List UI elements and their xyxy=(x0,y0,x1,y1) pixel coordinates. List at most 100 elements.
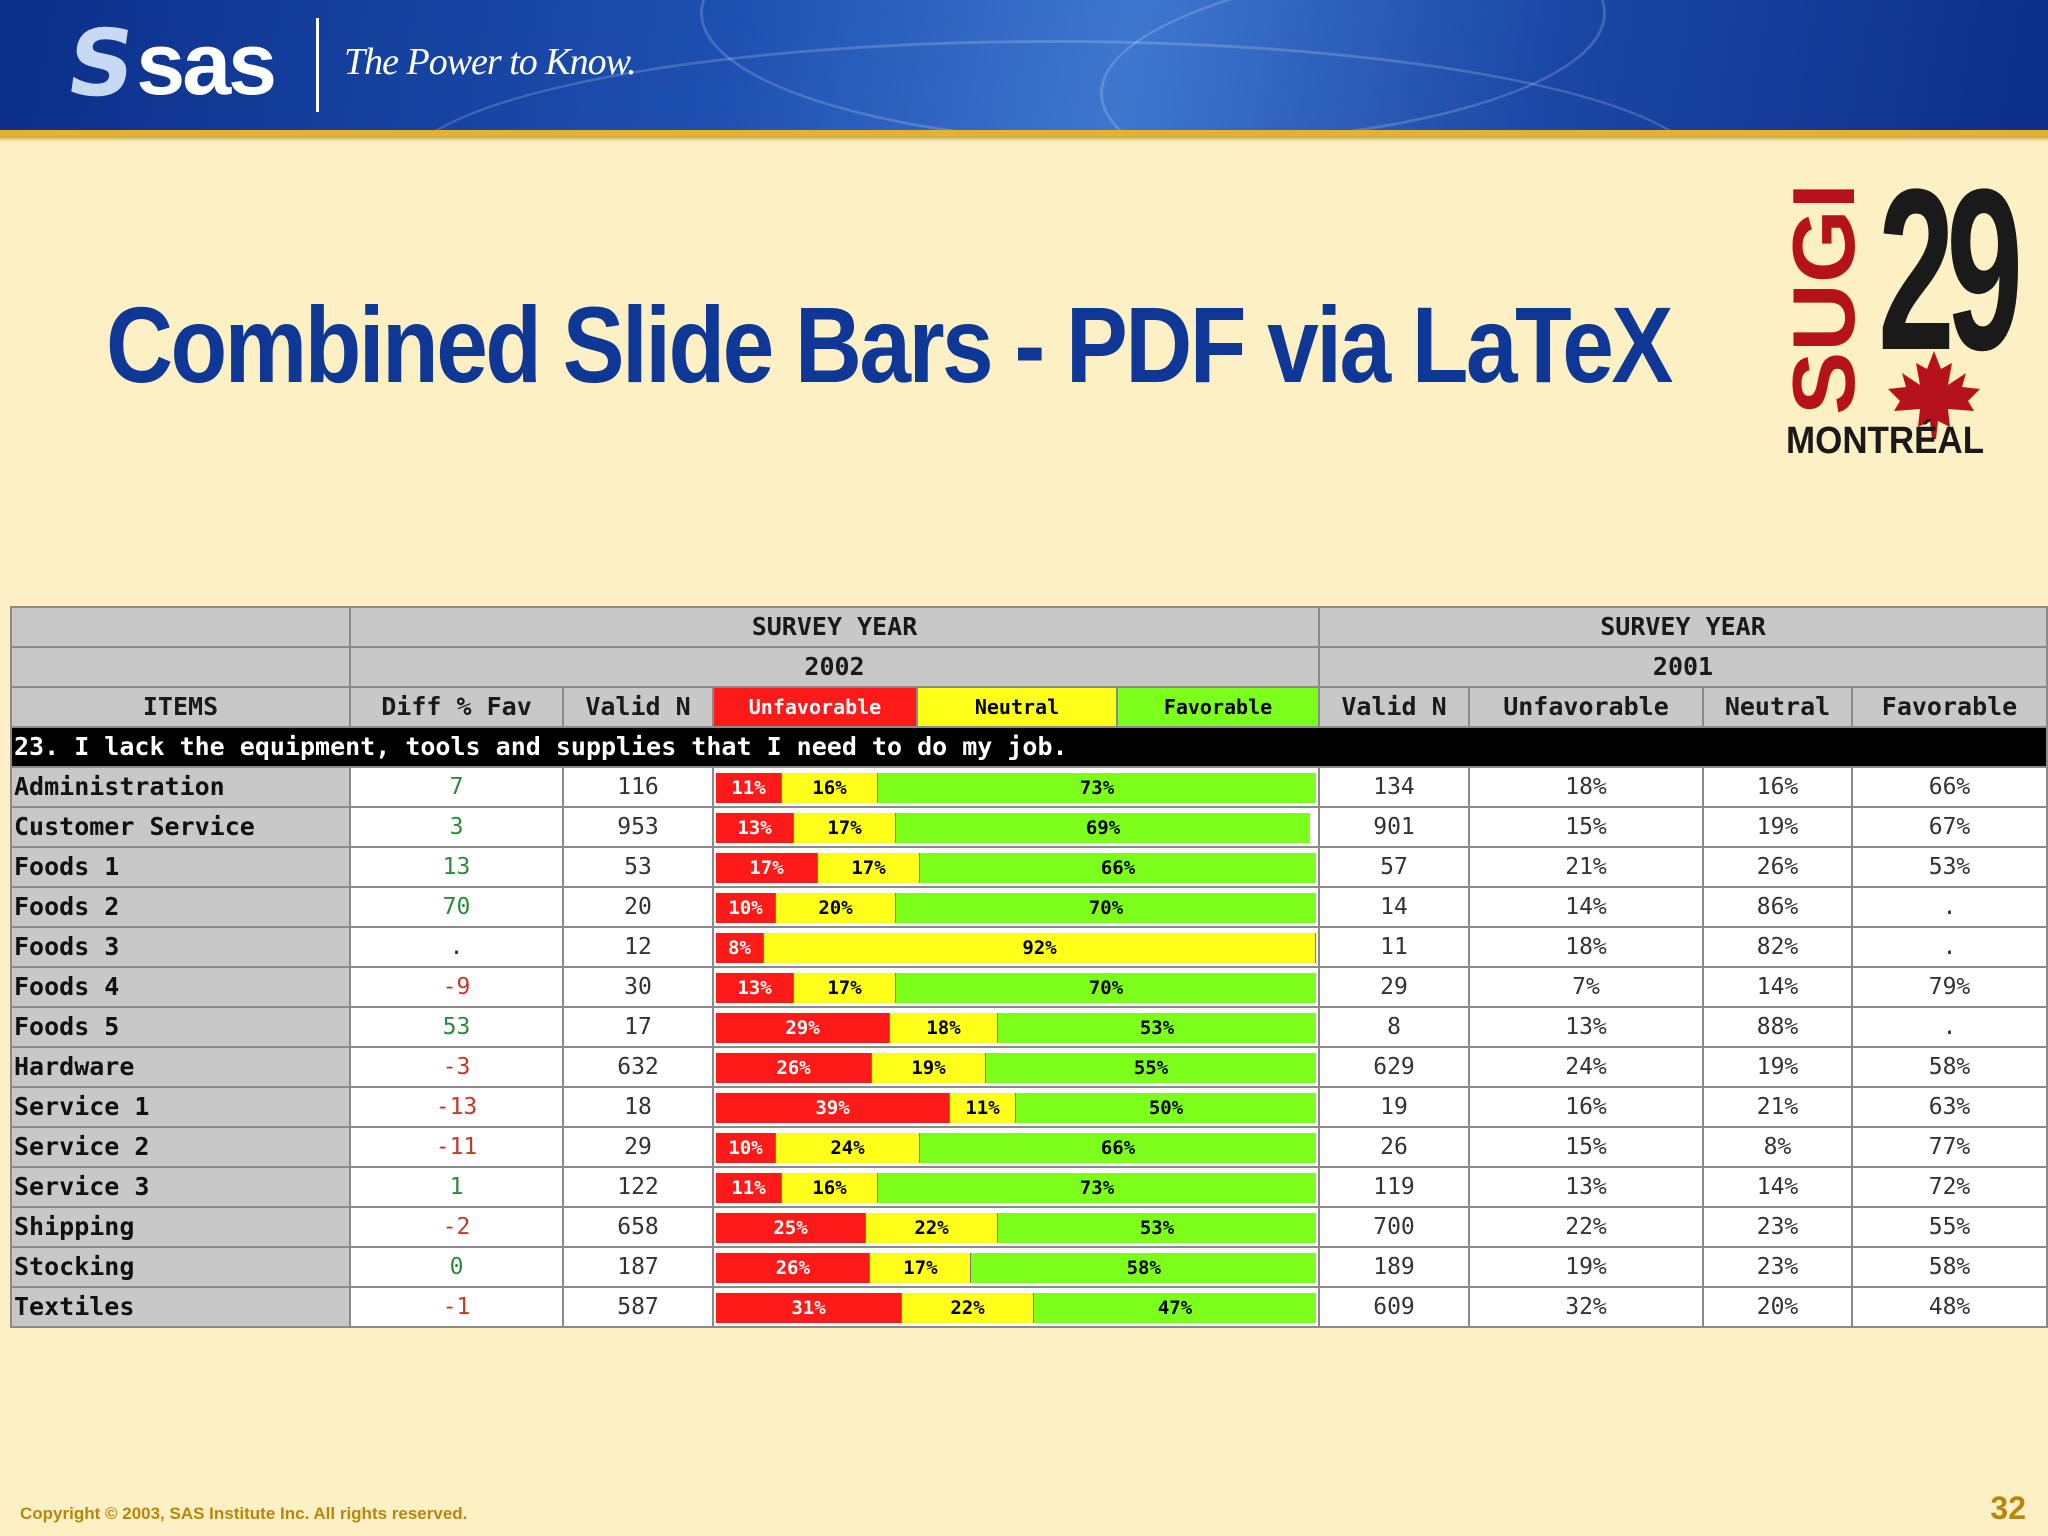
row-unfavorable-2001: 18% xyxy=(1468,766,1704,808)
row-favorable-2001: 79% xyxy=(1850,966,2048,1008)
favorable-segment: 70% xyxy=(896,973,1316,1003)
row-response-bar: 26% 17% 58% xyxy=(712,1246,1320,1288)
header-blank xyxy=(10,606,351,648)
row-response-bar: 11% 16% 73% xyxy=(712,766,1320,808)
row-diff-fav: 53 xyxy=(349,1006,564,1048)
neutral-segment: 92% xyxy=(764,933,1316,963)
row-unfavorable-2001: 7% xyxy=(1468,966,1704,1008)
row-valid-n-2001: 629 xyxy=(1318,1046,1470,1088)
banner-gold-line xyxy=(0,130,2048,136)
row-valid-n-2001: 57 xyxy=(1318,846,1470,888)
survey-table: SURVEY YEAR SURVEY YEAR 2002 2001 ITEMS … xyxy=(9,606,2048,1328)
row-valid-n-2001: 19 xyxy=(1318,1086,1470,1128)
row-valid-n-2001: 609 xyxy=(1318,1286,1470,1328)
row-item: Administration xyxy=(10,766,351,808)
unfavorable-segment: 11% xyxy=(716,773,782,803)
col-header-diff: Diff % Fav xyxy=(349,686,564,728)
row-favorable-2001: 58% xyxy=(1850,1246,2048,1288)
row-unfavorable-2001: 13% xyxy=(1468,1166,1704,1208)
row-valid-n-2002: 116 xyxy=(562,766,714,808)
row-response-bar: 10% 24% 66% xyxy=(712,1126,1320,1168)
row-valid-n-2002: 658 xyxy=(562,1206,714,1248)
stacked-bar: 26% 19% 55% xyxy=(716,1053,1316,1083)
row-neutral-2001: 14% xyxy=(1702,966,1853,1008)
row-diff-fav: 1 xyxy=(349,1166,564,1208)
row-response-bar: 13% 17% 69% xyxy=(712,806,1320,848)
page-number: 32 xyxy=(1990,1490,2026,1526)
row-neutral-2001: 21% xyxy=(1702,1086,1853,1128)
row-diff-fav: -9 xyxy=(349,966,564,1008)
row-valid-n-2001: 14 xyxy=(1318,886,1470,928)
row-unfavorable-2001: 14% xyxy=(1468,886,1704,928)
table-row: Foods 1 13 53 17% 17% 66% 57 21% 26% 53% xyxy=(10,846,2048,888)
col-header-favorable-2001: Favorable xyxy=(1850,686,2048,728)
row-item: Foods 2 xyxy=(10,886,351,928)
row-unfavorable-2001: 21% xyxy=(1468,846,1704,888)
stacked-bar: 11% 16% 73% xyxy=(716,1173,1316,1203)
row-favorable-2001: 53% xyxy=(1850,846,2048,888)
row-item: Service 2 xyxy=(10,1126,351,1168)
col-header-neutral-2002: Neutral xyxy=(916,686,1118,728)
row-favorable-2001: 67% xyxy=(1850,806,2048,848)
row-response-bar: 29% 18% 53% xyxy=(712,1006,1320,1048)
row-neutral-2001: 19% xyxy=(1702,1046,1853,1088)
row-item: Service 1 xyxy=(10,1086,351,1128)
table-row: Stocking 0 187 26% 17% 58% 189 19% 23% 58% xyxy=(10,1246,2048,1288)
favorable-segment: 58% xyxy=(971,1253,1316,1283)
row-neutral-2001: 20% xyxy=(1702,1286,1853,1328)
row-item: Foods 3 xyxy=(10,926,351,968)
question-text: 23. I lack the equipment, tools and supp… xyxy=(9,726,2048,768)
stacked-bar: 11% 16% 73% xyxy=(716,773,1316,803)
header-survey-year-2002: SURVEY YEAR xyxy=(349,606,1320,648)
row-valid-n-2001: 134 xyxy=(1318,766,1470,808)
row-neutral-2001: 19% xyxy=(1702,806,1853,848)
table-row: Service 3 1 122 11% 16% 73% 119 13% 14% 72% xyxy=(10,1166,2048,1208)
row-neutral-2001: 23% xyxy=(1702,1206,1853,1248)
row-diff-fav: 0 xyxy=(349,1246,564,1288)
table-row: Shipping -2 658 25% 22% 53% 700 22% 23% 55% xyxy=(10,1206,2048,1248)
row-diff-fav: 70 xyxy=(349,886,564,928)
row-diff-fav: -2 xyxy=(349,1206,564,1248)
row-response-bar: 39% 11% 50% xyxy=(712,1086,1320,1128)
row-valid-n-2002: 17 xyxy=(562,1006,714,1048)
sas-logo: S sas xyxy=(61,10,278,117)
unfavorable-segment: 25% xyxy=(716,1213,866,1243)
row-neutral-2001: 14% xyxy=(1702,1166,1853,1208)
table-row: Foods 2 70 20 10% 20% 70% 14 14% 86%. xyxy=(10,886,2048,928)
row-valid-n-2002: 122 xyxy=(562,1166,714,1208)
table-row: Foods 3. 12 8% 92% 11 18% 82%. xyxy=(10,926,2048,968)
row-item: Textiles xyxy=(10,1286,351,1328)
sugi-logo: SUGI 29 MONTRÉAL xyxy=(1782,155,2023,465)
row-favorable-2001: 55% xyxy=(1850,1206,2048,1248)
maple-leaf-icon xyxy=(1888,351,1980,439)
header-row-year: 2002 2001 xyxy=(10,646,2048,688)
unfavorable-segment: 26% xyxy=(716,1253,871,1283)
row-unfavorable-2001: 32% xyxy=(1468,1286,1704,1328)
row-neutral-2001: 86% xyxy=(1702,886,1853,928)
row-valid-n-2002: 953 xyxy=(562,806,714,848)
row-valid-n-2001: 29 xyxy=(1318,966,1470,1008)
favorable-segment: 47% xyxy=(1034,1293,1316,1323)
row-unfavorable-2001: 13% xyxy=(1468,1006,1704,1048)
table-row: Customer Service 3 953 13% 17% 69% 901 15% 19% 67… xyxy=(10,806,2048,848)
stacked-bar: 25% 22% 53% xyxy=(716,1213,1316,1243)
col-header-unfavorable-2001: Unfavorable xyxy=(1468,686,1704,728)
stacked-bar: 29% 18% 53% xyxy=(716,1013,1316,1043)
unfavorable-segment: 13% xyxy=(716,813,794,843)
unfavorable-segment: 13% xyxy=(716,973,794,1003)
unfavorable-segment: 10% xyxy=(716,1133,776,1163)
row-valid-n-2002: 632 xyxy=(562,1046,714,1088)
row-favorable-2001: . xyxy=(1850,926,2048,968)
row-valid-n-2002: 30 xyxy=(562,966,714,1008)
row-valid-n-2001: 901 xyxy=(1318,806,1470,848)
favorable-segment: 73% xyxy=(878,773,1316,803)
row-unfavorable-2001: 15% xyxy=(1468,1126,1704,1168)
favorable-segment: 69% xyxy=(896,813,1310,843)
favorable-segment: 70% xyxy=(896,893,1316,923)
row-neutral-2001: 88% xyxy=(1702,1006,1853,1048)
unfavorable-segment: 17% xyxy=(716,853,818,883)
row-valid-n-2001: 26 xyxy=(1318,1126,1470,1168)
col-header-valid-2002: Valid N xyxy=(562,686,714,728)
row-unfavorable-2001: 18% xyxy=(1468,926,1704,968)
unfavorable-segment: 10% xyxy=(716,893,776,923)
